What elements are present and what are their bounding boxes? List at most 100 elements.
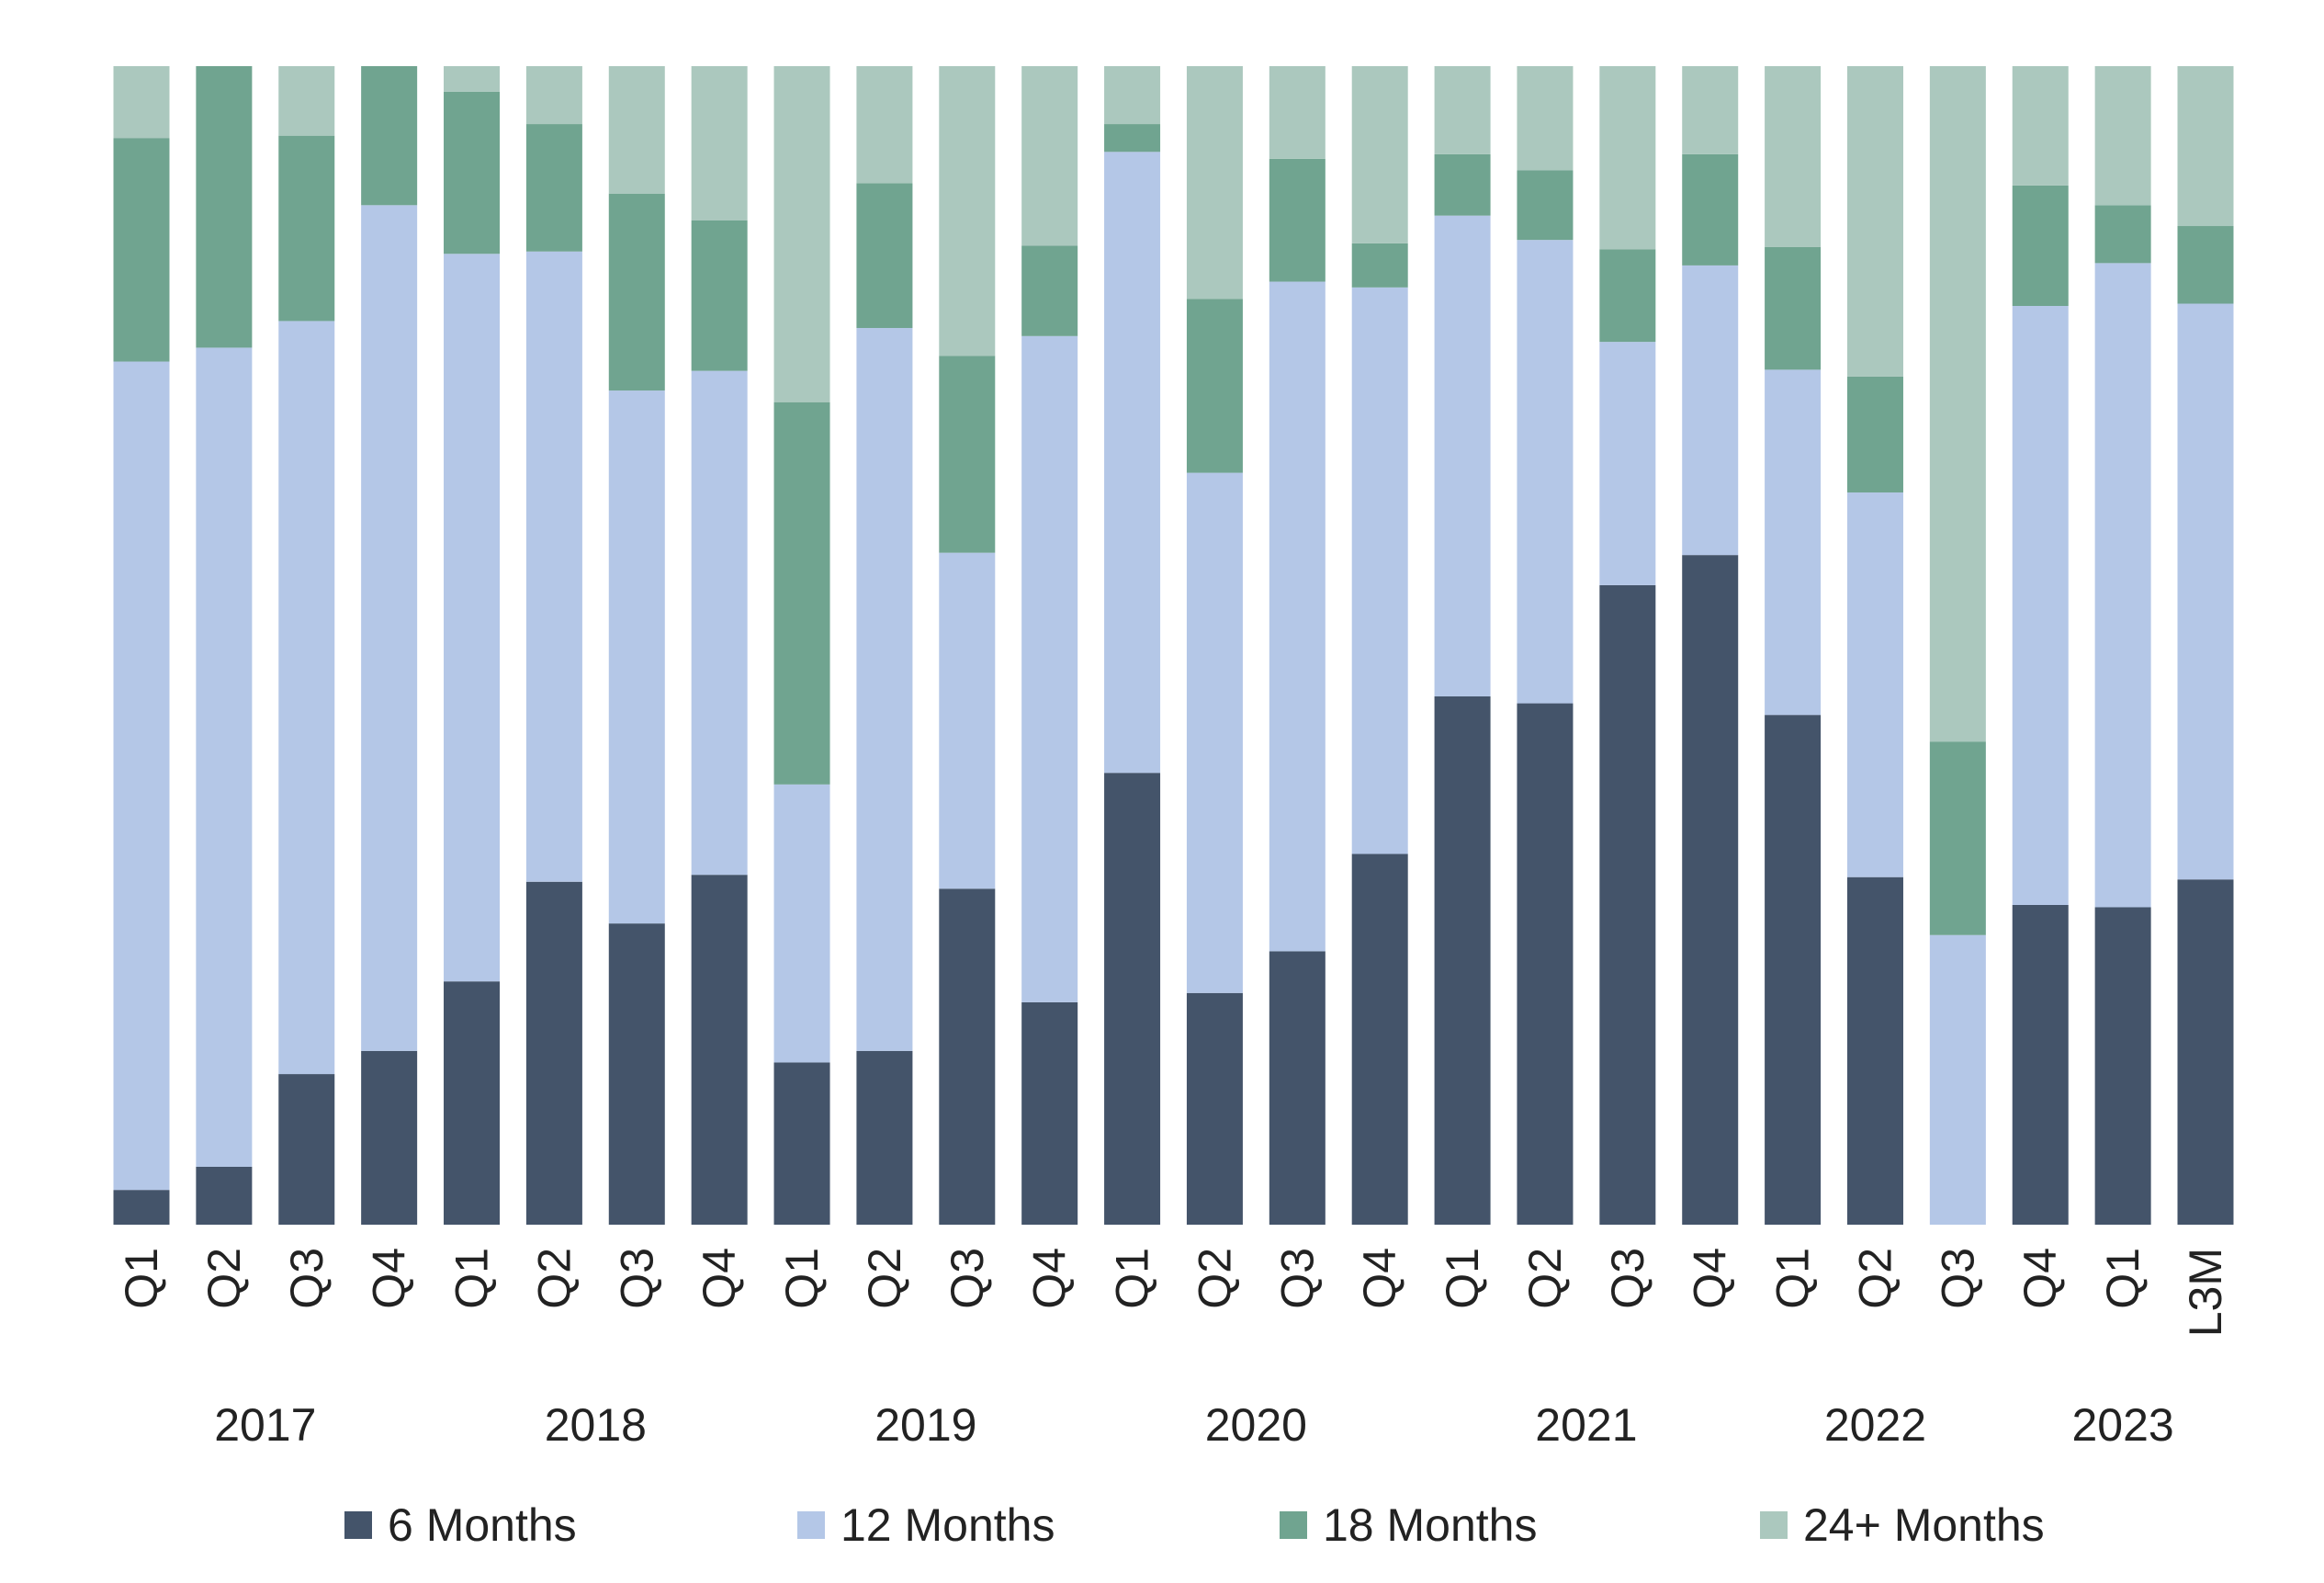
bar-segment-18-months-12	[1104, 124, 1161, 153]
bar-segment-24-months-9	[856, 66, 913, 184]
x-tick-label-19: Q4	[1685, 1248, 1736, 1309]
x-tick-label-5: Q2	[528, 1248, 580, 1309]
bar-segment-12-months-1	[196, 347, 253, 1167]
bar-segment-18-months-18	[1599, 249, 1656, 343]
bar-segment-12-months-7	[691, 370, 748, 876]
bar-segment-18-months-17	[1517, 170, 1574, 241]
year-label-2019: 2019	[874, 1399, 976, 1451]
bar-segment-6-months-25	[2177, 879, 2234, 1225]
bar-segment-18-months-5	[525, 124, 582, 252]
bar-segment-12-months-11	[1021, 335, 1078, 1002]
legend: 6 Months 12 Months 18 Months 24+ Months	[344, 1499, 2045, 1551]
bar-segment-24-months-0	[113, 66, 170, 139]
bar-segment-6-months-13	[1186, 992, 1243, 1225]
bar-segment-6-months-10	[939, 888, 996, 1225]
bar-segment-12-months-3	[361, 205, 418, 1051]
bar-segment-6-months-18	[1599, 584, 1656, 1225]
year-label-2023: 2023	[2072, 1399, 2174, 1451]
x-tick-label-8: Q1	[776, 1248, 828, 1309]
x-tick-label-17: Q2	[1519, 1248, 1571, 1309]
bar-segment-12-months-17	[1517, 240, 1574, 704]
bar-segment-12-months-2	[278, 321, 335, 1075]
x-tick-labels: Q1 Q2 Q3 Q4 Q1 Q2 Q3 Q4 Q1 Q2 Q3 Q4 Q1 Q2 Q3 Q4 Q1 Q2 Q3 Q4…	[116, 1248, 2231, 1337]
bar-segment-18-months-2	[278, 135, 335, 322]
bar-segment-24-months-17	[1517, 66, 1574, 171]
bar-segment-12-months-13	[1186, 472, 1243, 993]
bar-segment-6-months-5	[525, 881, 582, 1225]
bar-segment-24-months-15	[1351, 66, 1408, 243]
x-tick-label-24: Q1	[2097, 1248, 2149, 1309]
bar-segment-24-months-19	[1682, 66, 1739, 154]
x-tick-label-15: Q4	[1354, 1248, 1405, 1309]
bar-segment-6-months-1	[196, 1166, 253, 1225]
x-tick-label-21: Q2	[1849, 1248, 1901, 1309]
bar-segment-18-months-7	[691, 220, 748, 371]
x-tick-label-22: Q3	[1932, 1248, 1983, 1309]
bar-segment-6-months-15	[1351, 854, 1408, 1225]
x-tick-label-16: Q1	[1437, 1248, 1488, 1309]
bar-segment-24-months-14	[1269, 66, 1326, 159]
bar-segment-18-months-4	[444, 91, 501, 254]
bar-segment-24-months-4	[444, 66, 501, 92]
x-tick-label-6: Q3	[611, 1248, 662, 1309]
bar-segment-12-months-14	[1269, 281, 1326, 952]
bar-segment-6-months-6	[608, 923, 665, 1225]
bar-segment-18-months-3	[361, 66, 418, 206]
bar-segment-12-months-16	[1434, 215, 1491, 696]
bar-segment-18-months-14	[1269, 158, 1326, 282]
bar-segment-24-months-5	[525, 66, 582, 125]
bar-segment-12-months-18	[1599, 342, 1656, 585]
bar-segment-24-months-11	[1021, 66, 1078, 246]
bar-segment-18-months-22	[1929, 741, 1986, 935]
legend-label-0: 6 Months	[388, 1499, 577, 1551]
bar-segment-6-months-9	[856, 1050, 913, 1225]
bar-segment-12-months-25	[2177, 303, 2234, 880]
bar-segment-12-months-19	[1682, 265, 1739, 556]
year-label-2022: 2022	[1824, 1399, 1926, 1451]
bar-segment-6-months-20	[1765, 715, 1822, 1225]
bar-segment-24-months-2	[278, 66, 335, 136]
bar-segment-18-months-8	[773, 401, 830, 785]
legend-swatch-1	[797, 1511, 825, 1539]
year-labels: 2017 2018 2019 2020 2021 2022 2023	[214, 1399, 2174, 1451]
bar-segment-12-months-0	[113, 361, 170, 1191]
bar-segment-6-months-17	[1517, 703, 1574, 1225]
x-tick-label-18: Q3	[1602, 1248, 1653, 1309]
bar-segment-24-months-12	[1104, 66, 1161, 125]
bar-segment-6-months-19	[1682, 555, 1739, 1225]
bar-segment-24-months-18	[1599, 66, 1656, 250]
bar-segment-6-months-11	[1021, 1001, 1078, 1225]
bar-segment-12-months-8	[773, 784, 830, 1063]
bar-segment-12-months-20	[1765, 369, 1822, 716]
year-label-2021: 2021	[1535, 1399, 1637, 1451]
bar-segment-6-months-0	[113, 1190, 170, 1225]
legend-label-1: 12 Months	[840, 1499, 1055, 1551]
x-tick-label-7: Q4	[694, 1248, 745, 1309]
bar-segment-18-months-15	[1351, 243, 1408, 288]
bar-segment-12-months-12	[1104, 152, 1161, 774]
bar-segment-6-months-3	[361, 1050, 418, 1225]
bar-segment-18-months-19	[1682, 153, 1739, 266]
bar-segment-6-months-12	[1104, 773, 1161, 1225]
x-tick-label-14: Q3	[1271, 1248, 1323, 1309]
bar-segment-24-months-10	[939, 66, 996, 356]
bar-segment-18-months-0	[113, 138, 170, 362]
bar-segment-18-months-10	[939, 356, 996, 553]
bar-segment-24-months-16	[1434, 66, 1491, 154]
bar-segment-6-months-21	[1846, 876, 1903, 1225]
bar-segment-24-months-23	[2012, 66, 2069, 186]
bar-segment-12-months-6	[608, 390, 665, 924]
x-tick-label-25: L3M	[2180, 1248, 2231, 1337]
bar-segment-18-months-16	[1434, 153, 1491, 216]
bar-segment-24-months-21	[1846, 66, 1903, 377]
bar-segment-18-months-21	[1846, 376, 1903, 493]
bar-segment-18-months-20	[1765, 246, 1822, 370]
bar-segment-6-months-16	[1434, 695, 1491, 1225]
bar-segment-12-months-10	[939, 552, 996, 889]
bar-segment-18-months-13	[1186, 299, 1243, 473]
bar-segment-6-months-7	[691, 875, 748, 1225]
legend-swatch-2	[1280, 1511, 1307, 1539]
bar-segment-12-months-22	[1929, 934, 1986, 1225]
bar-segment-24-months-24	[2094, 66, 2151, 206]
